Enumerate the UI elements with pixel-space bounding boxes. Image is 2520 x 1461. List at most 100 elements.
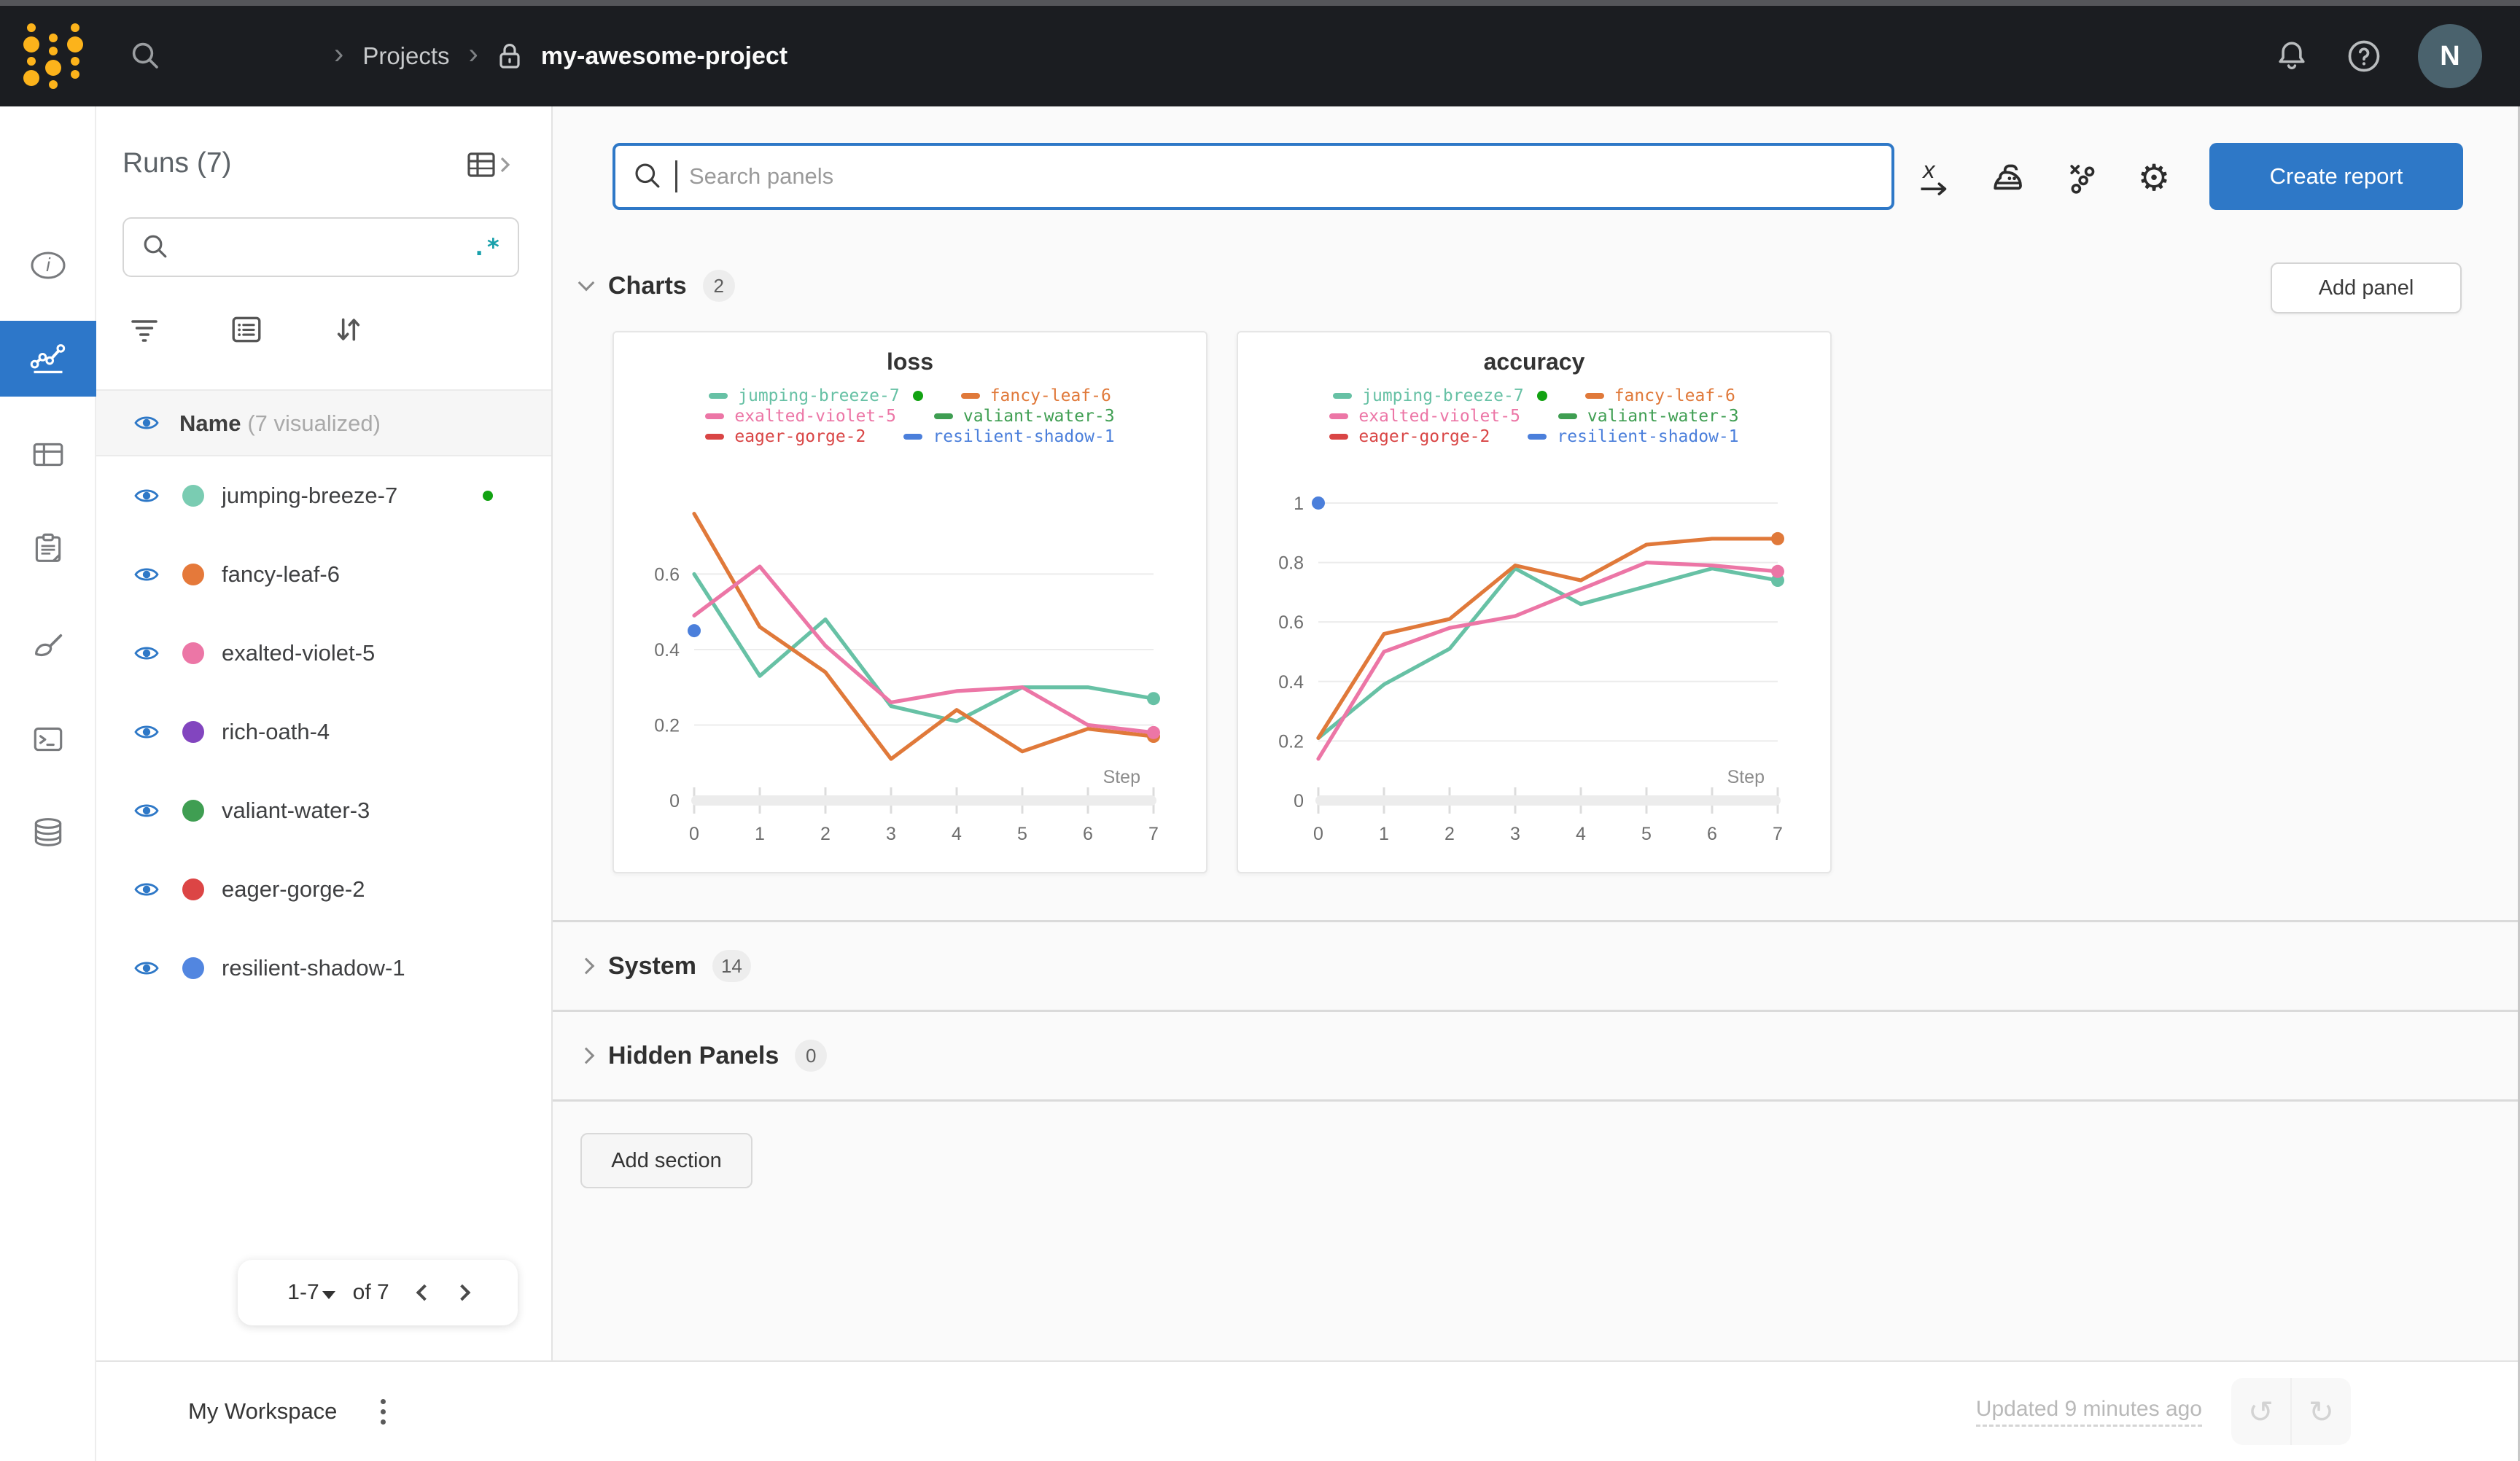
svg-text:0.2: 0.2 [654, 715, 680, 736]
run-name[interactable]: eager-gorge-2 [222, 876, 365, 902]
legend-item-eager-gorge-2[interactable]: eager-gorge-2 [1329, 427, 1490, 446]
run-name[interactable]: exalted-violet-5 [222, 640, 376, 666]
svg-text:1: 1 [755, 824, 765, 844]
eye-icon[interactable] [134, 565, 159, 584]
svg-text:0.4: 0.4 [1278, 672, 1304, 693]
legend-item-eager-gorge-2[interactable]: eager-gorge-2 [705, 427, 866, 446]
chevron-right-icon[interactable] [578, 1047, 595, 1064]
database-icon[interactable] [0, 798, 96, 868]
eye-icon[interactable] [134, 722, 159, 741]
legend-item-resilient-shadow-1[interactable]: resilient-shadow-1 [1528, 427, 1739, 446]
runs-search-box[interactable]: .* [122, 217, 519, 277]
redo-icon[interactable]: ↻ [2308, 1394, 2335, 1429]
eye-icon[interactable] [134, 413, 159, 432]
running-indicator [1536, 391, 1547, 401]
regex-toggle[interactable]: .* [472, 233, 500, 261]
x-axis-icon[interactable]: x [1909, 152, 1961, 204]
svg-text:1: 1 [1379, 824, 1389, 844]
breadcrumb-project-name[interactable]: my-awesome-project [540, 42, 788, 70]
notes-icon[interactable] [0, 513, 96, 583]
svg-text:3: 3 [886, 824, 896, 844]
panel-accuracy-chart[interactable]: accuracy jumping-breeze-7 fancy-leaf-6 exa… [1237, 331, 1832, 873]
runs-search-input[interactable] [171, 235, 472, 259]
panel-search-input[interactable] [689, 163, 1874, 190]
bell-icon[interactable] [2274, 38, 2310, 74]
system-section-label: System [608, 951, 696, 980]
legend-item-valiant-water-3[interactable]: valiant-water-3 [1558, 407, 1739, 426]
workspace-line-chart-icon[interactable] [0, 321, 96, 397]
wandb-logo[interactable] [23, 23, 83, 89]
help-icon[interactable] [2345, 37, 2383, 75]
svg-text:x: x [1921, 159, 1936, 183]
eye-icon[interactable] [134, 644, 159, 663]
legend-item-jumping-breeze-7[interactable]: jumping-breeze-7 [1333, 386, 1547, 405]
legend-item-exalted-violet-5[interactable]: exalted-violet-5 [705, 407, 896, 426]
legend-run-name: fancy-leaf-6 [1614, 386, 1735, 405]
svg-text:0.2: 0.2 [1278, 731, 1304, 752]
smoothing-icon[interactable] [1982, 152, 2034, 204]
runs-name-header[interactable]: Name (7 visualized) [96, 389, 551, 456]
run-name[interactable]: valiant-water-3 [222, 798, 370, 823]
filter-icon[interactable] [125, 311, 163, 348]
global-search-icon[interactable] [121, 31, 171, 81]
info-icon[interactable]: i [0, 230, 96, 300]
chart-plot-area[interactable]: 0 0.2 0.4 0.6 Step 0 1 2 3 4 5 6 7 [621, 490, 1202, 854]
chevron-right-icon[interactable] [578, 957, 595, 975]
legend-swatch [1329, 413, 1349, 419]
legend-run-name: jumping-breeze-7 [1362, 386, 1524, 405]
legend-item-resilient-shadow-1[interactable]: resilient-shadow-1 [903, 427, 1115, 446]
next-page-button[interactable] [454, 1284, 471, 1301]
name-column-label: Name [179, 410, 241, 436]
run-row-valiant-water-3[interactable]: valiant-water-3 [96, 771, 551, 850]
list-settings-icon[interactable] [228, 311, 265, 348]
legend-item-fancy-leaf-6[interactable]: fancy-leaf-6 [960, 386, 1111, 405]
legend-item-fancy-leaf-6[interactable]: fancy-leaf-6 [1584, 386, 1735, 405]
chevron-down-icon[interactable] [578, 274, 595, 292]
breadcrumb-projects-link[interactable]: Projects [362, 42, 450, 69]
run-name[interactable]: jumping-breeze-7 [222, 483, 398, 508]
run-row-fancy-leaf-6[interactable]: fancy-leaf-6 [96, 535, 551, 614]
run-name[interactable]: resilient-shadow-1 [222, 955, 405, 981]
charts-section-header[interactable]: Charts 2 [578, 270, 735, 302]
add-panel-button[interactable]: Add panel [2271, 262, 2462, 313]
create-report-button[interactable]: Create report [2209, 143, 2463, 210]
system-section-header[interactable]: System 14 [553, 922, 2520, 1010]
page-range-dropdown[interactable]: 1-7 [287, 1280, 335, 1305]
workspace-footer: My Workspace Updated 9 minutes ago ↺ ↻ [96, 1360, 2520, 1461]
sweep-icon[interactable] [0, 612, 96, 682]
scrollbar-edge[interactable] [2518, 106, 2520, 1461]
run-name[interactable]: fancy-leaf-6 [222, 561, 340, 587]
user-avatar[interactable]: N [2418, 24, 2482, 88]
eye-icon[interactable] [134, 959, 159, 978]
run-row-resilient-shadow-1[interactable]: resilient-shadow-1 [96, 929, 551, 1008]
svg-text:0: 0 [689, 824, 699, 844]
hidden-panels-count-badge: 0 [795, 1040, 828, 1072]
run-row-jumping-breeze-7[interactable]: jumping-breeze-7 [96, 456, 551, 535]
panel-loss-chart[interactable]: loss jumping-breeze-7 fancy-leaf-6 exalted… [612, 331, 1208, 873]
eye-icon[interactable] [134, 880, 159, 899]
eye-icon[interactable] [134, 801, 159, 820]
table-icon[interactable] [0, 420, 96, 490]
eye-icon[interactable] [134, 486, 159, 505]
hidden-panels-section-header[interactable]: Hidden Panels 0 [553, 1012, 2520, 1099]
undo-icon[interactable]: ↺ [2231, 1378, 2292, 1445]
sort-icon[interactable] [330, 311, 368, 348]
runs-table-expand-button[interactable] [467, 150, 513, 182]
workspace-menu-kebab-icon[interactable] [372, 1390, 394, 1433]
chart-plot-area[interactable]: 0 0.2 0.4 0.6 0.8 1 Step 0 1 2 3 4 5 6 7 [1245, 490, 1826, 854]
legend-item-valiant-water-3[interactable]: valiant-water-3 [933, 407, 1115, 426]
add-section-button[interactable]: Add section [580, 1133, 752, 1188]
run-color-dot [182, 485, 204, 507]
run-row-eager-gorge-2[interactable]: eager-gorge-2 [96, 850, 551, 929]
run-row-exalted-violet-5[interactable]: exalted-violet-5 [96, 614, 551, 693]
charts-section-label: Charts [608, 271, 687, 300]
legend-item-jumping-breeze-7[interactable]: jumping-breeze-7 [709, 386, 923, 405]
panel-search-box[interactable] [612, 143, 1894, 210]
terminal-icon[interactable] [0, 704, 96, 774]
run-row-rich-oath-4[interactable]: rich-oath-4 [96, 693, 551, 771]
settings-gear-icon[interactable]: ⚙ [2137, 157, 2171, 198]
legend-item-exalted-violet-5[interactable]: exalted-violet-5 [1329, 407, 1520, 426]
run-name[interactable]: rich-oath-4 [222, 719, 330, 744]
prev-page-button[interactable] [416, 1284, 433, 1301]
outliers-icon[interactable] [2056, 152, 2109, 204]
